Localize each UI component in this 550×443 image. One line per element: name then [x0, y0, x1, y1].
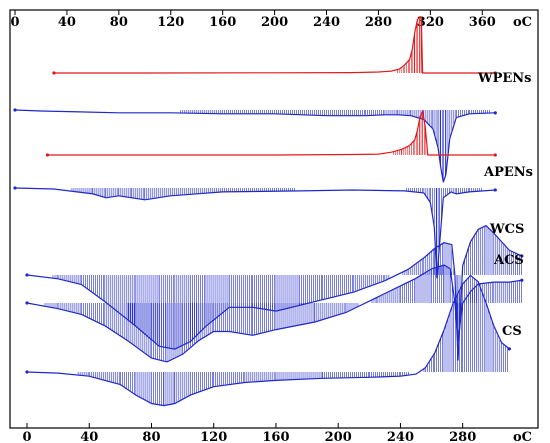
top-tick-label: 80	[110, 15, 128, 30]
data-point	[520, 278, 524, 282]
data-point	[493, 71, 497, 75]
series-line	[14, 109, 496, 183]
data-point	[493, 153, 497, 157]
top-tick-label: 40	[58, 15, 76, 30]
curve-label: WCS	[489, 222, 524, 237]
series-acs	[25, 264, 524, 363]
data-point	[507, 347, 511, 351]
data-point	[13, 108, 17, 112]
top-unit-label: oC	[513, 15, 532, 30]
curve-label: APENs	[483, 165, 533, 180]
curve-labels: WPENs APENs WCS ACS CS	[477, 71, 533, 339]
top-tick-label: 240	[313, 15, 340, 30]
series-wpens-dtg	[13, 108, 497, 183]
data-point	[52, 71, 56, 75]
curve-label: ACS	[493, 253, 524, 268]
top-tick-label: 320	[417, 15, 444, 30]
curves-layer	[13, 15, 524, 407]
data-point	[13, 186, 17, 190]
bottom-tick-label: 200	[325, 430, 352, 443]
data-point	[493, 111, 497, 115]
data-point	[25, 273, 29, 277]
series-line	[26, 264, 522, 363]
top-tick-label: 0	[10, 15, 19, 30]
data-point	[45, 153, 50, 157]
top-tick-label: 200	[261, 15, 288, 30]
top-tick-label: 120	[157, 15, 184, 30]
series-line	[47, 109, 496, 156]
bottom-tick-label: 280	[449, 430, 476, 443]
series-line	[53, 15, 496, 74]
series-wpens	[52, 15, 497, 75]
bottom-tick-label: 160	[262, 430, 289, 443]
bottom-tick-label: 240	[387, 430, 414, 443]
top-axis: 0 40 80 120 160 200 240 280 320 360 oC	[10, 10, 532, 30]
bottom-tick-label: 0	[22, 430, 31, 443]
curve-label: CS	[502, 324, 522, 339]
curve-label: WPENs	[477, 71, 532, 86]
bottom-tick-label: 40	[80, 430, 98, 443]
series-cs	[25, 274, 511, 407]
top-tick-label: 360	[469, 15, 496, 30]
data-point	[520, 254, 524, 258]
series-apens	[45, 109, 497, 157]
bottom-tick-label: 120	[200, 430, 227, 443]
bottom-axis: 0 40 80 120 160 200 240 280 oC	[22, 423, 532, 443]
top-tick-label: 160	[209, 15, 236, 30]
data-point	[493, 188, 497, 192]
top-tick-label: 280	[365, 15, 392, 30]
series-line	[26, 274, 510, 407]
series-wcs	[25, 224, 524, 361]
bottom-tick-label: 80	[142, 430, 160, 443]
bottom-unit-label: oC	[513, 430, 532, 443]
plot-frame	[9, 9, 539, 429]
series-line	[14, 187, 496, 279]
data-point	[25, 370, 29, 374]
series-apens-dtg	[13, 186, 497, 279]
data-point	[25, 301, 29, 305]
